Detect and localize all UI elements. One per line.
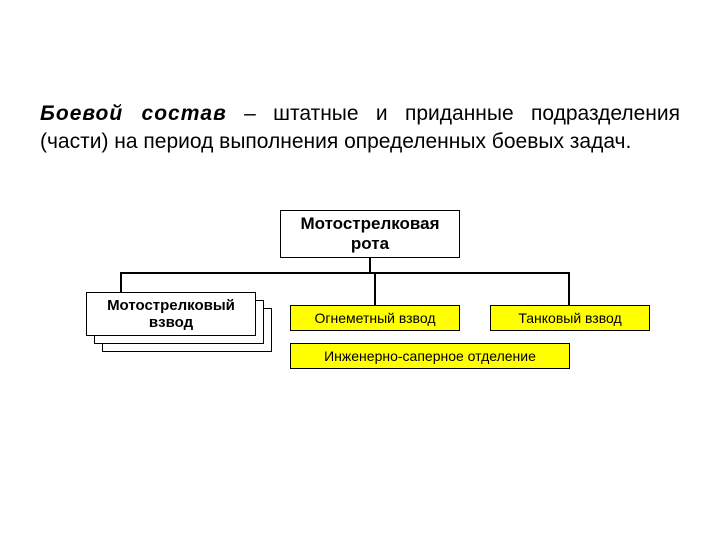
node-rifle-platoon: Мотострелковый взвод [86,292,256,336]
node-root: Мотострелковая рота [280,210,460,258]
connector-drop-flame [374,272,376,305]
node-engineer-squad-label: Инженерно-саперное отделение [324,348,536,364]
node-flame-platoon-label: Огнеметный взвод [314,310,435,326]
definition-term: Боевой состав [40,102,227,125]
node-tank-platoon: Танковый взвод [490,305,650,331]
connector-horizontal [120,272,570,274]
node-flame-platoon: Огнеметный взвод [290,305,460,331]
definition-text: Боевой состав – штатные и приданные подр… [40,100,680,157]
diagram-canvas: Боевой состав – штатные и приданные подр… [0,0,720,540]
node-root-label: Мотострелковая рота [281,214,459,253]
node-tank-platoon-label: Танковый взвод [518,310,621,326]
connector-drop-tank [568,272,570,305]
connector-root-stem [369,258,371,272]
node-rifle-platoon-label: Мотострелковый взвод [87,297,255,332]
connector-drop-rifle [120,272,122,292]
node-engineer-squad: Инженерно-саперное отделение [290,343,570,369]
